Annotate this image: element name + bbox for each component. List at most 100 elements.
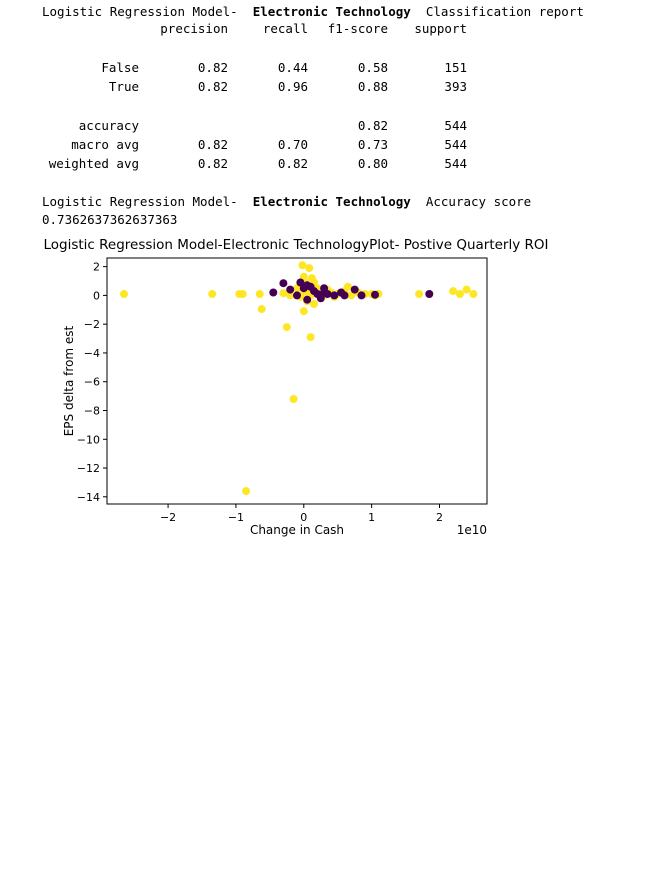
report-title-prefix: Logistic Regression Model- xyxy=(42,4,238,19)
scatter-point xyxy=(279,279,288,288)
scatter-point xyxy=(310,300,318,308)
scatter-point xyxy=(347,291,356,300)
summary-support: 544 xyxy=(444,137,467,152)
accuracy-title-suffix: Accuracy score xyxy=(425,194,532,209)
accuracy-title: Logistic Regression Model- Electronic Te… xyxy=(42,193,531,211)
scatter-point xyxy=(305,264,314,273)
scatter-plot: Logistic Regression Model-Electronic Tec… xyxy=(43,237,548,537)
summary-f1: 0.80 xyxy=(357,156,388,171)
report-summary-row: weighted avg 0.82 0.82 0.80 544 xyxy=(0,156,657,825)
scatter-point xyxy=(425,290,434,298)
scatter-point xyxy=(350,285,359,294)
row-f1: 0.58 xyxy=(357,60,388,75)
x-axis-label: Change in Cash xyxy=(250,523,344,537)
row-f1: 0.88 xyxy=(357,79,388,94)
accuracy-title-prefix: Logistic Regression Model- xyxy=(42,194,238,209)
scatter-point xyxy=(286,285,295,294)
scatter-point xyxy=(415,290,424,298)
x-tick-label: 0 xyxy=(300,511,307,524)
plot-frame xyxy=(106,257,488,505)
scatter-point xyxy=(371,290,379,299)
row-label: True xyxy=(108,79,139,94)
y-tick-label: 0 xyxy=(93,289,100,302)
scatter-point xyxy=(330,291,339,300)
row-precision: 0.82 xyxy=(197,79,228,94)
report-title-bold: Electronic Technology xyxy=(252,4,411,19)
scatter-point xyxy=(238,290,247,298)
header-support: support xyxy=(414,21,467,36)
header-precision: precision xyxy=(160,21,228,36)
summary-recall: 0.82 xyxy=(277,156,308,171)
report-title-suffix: Classification report xyxy=(425,4,584,19)
y-tick-label: −6 xyxy=(84,376,100,389)
summary-label: weighted avg xyxy=(48,156,139,171)
scatter-point xyxy=(257,305,266,314)
x-offset-label: 1e10 xyxy=(457,523,487,537)
scatter-point xyxy=(343,282,352,291)
chart-title: Logistic Regression Model-Electronic Tec… xyxy=(43,237,548,253)
header-recall: recall xyxy=(262,21,308,36)
y-tick-label: −8 xyxy=(84,404,100,417)
scatter-point xyxy=(255,290,264,298)
header-f1: f1-score xyxy=(327,21,388,36)
scatter-point xyxy=(303,295,312,304)
scatter-point xyxy=(306,333,315,342)
row-precision: 0.82 xyxy=(197,60,228,75)
y-axis: 2 0 −2 −4 −6 −8 −10 −12 −14 xyxy=(77,261,107,504)
scatter-point xyxy=(286,291,295,300)
scatter-marks xyxy=(120,261,478,496)
row-recall: 0.44 xyxy=(277,60,308,75)
report-header-row: precision recall f1-score support xyxy=(0,21,657,150)
report-row: False 0.82 0.44 0.58 151 xyxy=(0,60,657,300)
y-tick-label: 2 xyxy=(93,261,100,274)
y-tick-label: −4 xyxy=(84,347,100,360)
summary-f1: 0.82 xyxy=(357,118,388,133)
row-recall: 0.96 xyxy=(277,79,308,94)
scatter-point xyxy=(469,290,478,298)
row-label: False xyxy=(101,60,139,75)
summary-f1: 0.73 xyxy=(357,137,388,152)
summary-support: 544 xyxy=(444,118,467,133)
y-axis-label: EPS delta from est xyxy=(62,325,76,436)
summary-precision: 0.82 xyxy=(197,156,228,171)
accuracy-title-bold: Electronic Technology xyxy=(252,194,411,209)
report-row: True 0.82 0.96 0.88 393 xyxy=(0,79,657,435)
report-summary-row: accuracy 0.82 544 xyxy=(0,118,657,555)
accuracy-value: 0.7362637362637363 xyxy=(42,212,178,227)
scatter-point xyxy=(462,285,471,294)
summary-support: 544 xyxy=(444,156,467,171)
summary-precision: 0.82 xyxy=(197,137,228,152)
y-tick-label: −14 xyxy=(77,491,100,504)
row-support: 393 xyxy=(444,79,467,94)
y-tick-label: −2 xyxy=(84,318,100,331)
scatter-point xyxy=(242,487,251,496)
x-tick-label: −2 xyxy=(160,511,176,524)
scatter-point xyxy=(340,291,349,300)
scatter-point xyxy=(299,307,308,316)
summary-label: accuracy xyxy=(78,118,139,133)
scatter-point xyxy=(293,291,301,300)
scatter-point xyxy=(320,288,329,297)
scatter-point xyxy=(289,395,298,403)
scatter-point xyxy=(449,287,458,296)
scatter-point xyxy=(279,289,288,298)
y-tick-label: −12 xyxy=(77,462,100,475)
summary-recall: 0.70 xyxy=(277,137,308,152)
x-tick-label: 1 xyxy=(368,511,375,524)
x-tick-label: −1 xyxy=(228,511,244,524)
scatter-point xyxy=(357,291,366,300)
report-title: Logistic Regression Model- Electronic Te… xyxy=(42,3,584,21)
scatter-point xyxy=(120,290,128,298)
scatter-point xyxy=(208,290,217,298)
row-support: 151 xyxy=(444,60,467,75)
x-tick-label: 2 xyxy=(436,511,443,524)
scatter-point xyxy=(282,323,291,332)
report-summary-row: macro avg 0.82 0.70 0.73 544 xyxy=(0,137,657,690)
scatter-point xyxy=(455,290,464,298)
scatter-point xyxy=(269,288,278,297)
y-tick-label: −10 xyxy=(77,433,100,446)
scatter-point xyxy=(298,261,307,270)
scatter-point xyxy=(316,294,325,303)
summary-label: macro avg xyxy=(71,137,139,152)
